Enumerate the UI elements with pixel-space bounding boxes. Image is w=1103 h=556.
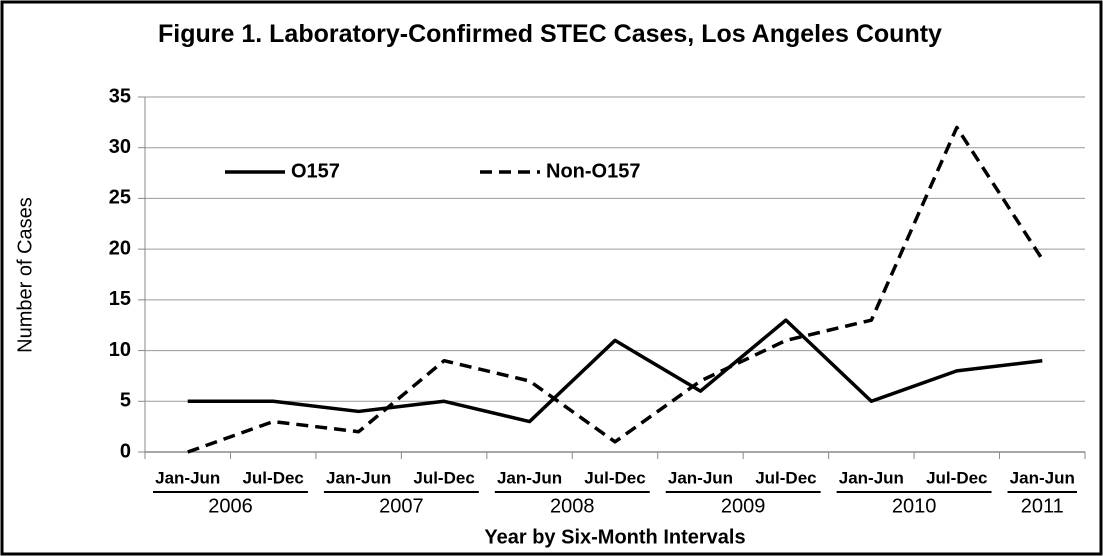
year-label: 2011 xyxy=(1021,495,1064,517)
chart-title: Figure 1. Laboratory-Confirmed STEC Case… xyxy=(158,20,942,48)
x-tick-label: Jul-Dec xyxy=(755,468,816,487)
y-tick-label: 5 xyxy=(120,390,131,412)
series-line xyxy=(187,318,1043,424)
x-axis-title: Year by Six-Month Intervals xyxy=(484,526,745,548)
y-tick-label: 15 xyxy=(109,288,131,310)
year-label: 2009 xyxy=(721,495,766,517)
y-tick-label: 20 xyxy=(109,237,131,259)
x-tick-label: Jan-Jun xyxy=(326,468,391,487)
series-line xyxy=(187,125,1044,454)
legend-label: O157 xyxy=(291,160,340,182)
y-tick-label: 25 xyxy=(109,187,131,209)
x-tick-label: Jul-Dec xyxy=(926,468,987,487)
year-label: 2008 xyxy=(550,495,595,517)
x-tick-label: Jan-Jun xyxy=(155,468,220,487)
year-label: 2010 xyxy=(892,495,937,517)
x-tick-label: Jan-Jun xyxy=(839,468,904,487)
x-tick-label: Jul-Dec xyxy=(413,468,474,487)
x-tick-label: Jan-Jun xyxy=(668,468,733,487)
y-axis-title: Number of Cases xyxy=(14,197,36,353)
y-tick-label: 10 xyxy=(109,339,131,361)
y-tick-label: 35 xyxy=(109,85,131,107)
x-tick-label: Jul-Dec xyxy=(584,468,645,487)
legend-label: Non-O157 xyxy=(546,160,640,182)
year-label: 2007 xyxy=(379,495,424,517)
year-label: 2006 xyxy=(208,495,253,517)
x-tick-label: Jan-Jun xyxy=(1010,468,1075,487)
y-tick-label: 30 xyxy=(109,136,131,158)
x-tick-label: Jan-Jun xyxy=(497,468,562,487)
y-tick-label: 0 xyxy=(120,440,131,462)
x-tick-label: Jul-Dec xyxy=(242,468,303,487)
